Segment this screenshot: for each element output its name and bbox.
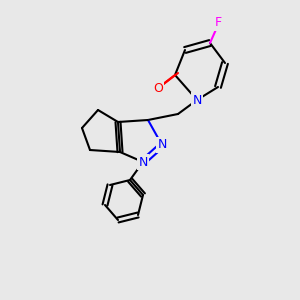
Text: O: O <box>153 82 163 94</box>
Text: N: N <box>192 94 202 106</box>
Text: N: N <box>157 139 167 152</box>
Text: N: N <box>138 155 148 169</box>
Text: F: F <box>214 16 222 29</box>
